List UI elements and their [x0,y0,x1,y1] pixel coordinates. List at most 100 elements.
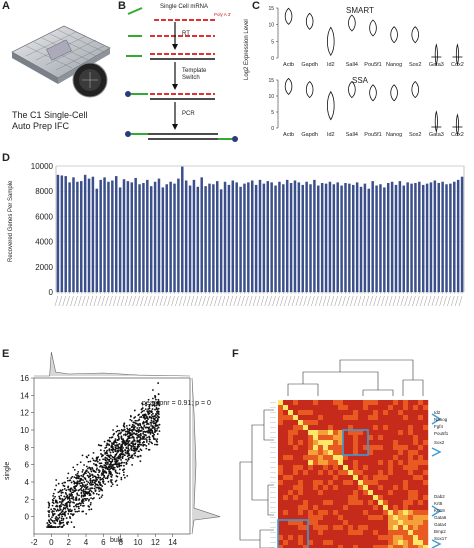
heatmap-cell [333,485,339,491]
heatmap-cell [338,450,344,456]
scatter-point [125,447,128,449]
heatmap-cell [388,535,394,541]
heatmap-cell [333,450,339,456]
heatmap-cell [328,410,334,416]
bar-sample-label-mark [408,295,412,307]
heatmap-cell [368,545,374,548]
scatter-point [106,442,109,445]
heatmap-cell [383,475,389,481]
bar [262,183,266,292]
scatter-point [143,409,145,412]
heatmap-cell [403,475,409,481]
bar [371,181,374,292]
heatmap-cell [393,400,399,406]
heatmap-cell [323,460,329,466]
scatter-point [48,510,51,512]
scatter-point [134,429,136,431]
heatmap-cell [323,510,329,516]
heatmap-cell [298,515,304,521]
heatmap-cell [358,435,364,441]
scatter-point [89,501,92,504]
scatter-point [59,512,62,515]
scatter-point [60,492,63,494]
scatter-point [104,483,106,486]
heatmap-cell [388,530,394,536]
heatmap-cell [298,400,304,406]
heatmap-cell [278,500,284,506]
scatter-point [83,464,86,466]
scatter-point [61,500,64,503]
heatmap-cell [418,435,424,441]
scatter-point [51,504,54,507]
bar [247,182,250,292]
bar-sample-label-mark [66,295,70,307]
heatmap-cell [363,490,369,496]
scatter-point [131,463,134,466]
scatter-point [123,428,126,431]
heatmap-cell [383,530,389,536]
scatter-point [128,427,131,430]
scatter-point [150,424,153,427]
scatter-point [58,501,61,503]
heatmap-cell [343,530,349,536]
heatmap-cell [318,435,324,441]
scatter-point [79,479,82,482]
violin-shape [434,110,438,133]
bar-sample-label-mark [454,295,459,307]
heatmap-cell [283,420,289,426]
heatmap-cell [373,545,379,548]
panel-a-caption-1: The C1 Single-Cell [12,110,88,120]
bar-sample-label-mark [175,295,179,307]
scatter-point [67,479,69,482]
heatmap-cell [308,415,314,421]
heatmap-cell [378,475,384,481]
heatmap-cell [323,400,329,406]
gene-label: Fgf4 [434,424,444,429]
scatter-point [61,482,64,485]
heatmap-cell [338,540,344,546]
heatmap-cell [328,440,334,446]
scatter-point [134,425,136,428]
heatmap-cells [278,400,429,548]
scatter-point [151,389,154,391]
scatter-point [124,448,126,451]
polya-label: Poly A 3' [214,12,232,17]
scatter-point [121,453,124,456]
bar [80,181,83,292]
heatmap-cell [413,435,419,441]
bar [134,177,137,292]
bar [72,177,75,292]
heatmap-cell [368,505,374,511]
heatmap-cell [403,480,409,486]
scatter-point [143,424,146,427]
scatter-point [67,521,70,523]
scatter-point [63,487,66,490]
heatmap-cell [308,445,314,451]
scatter-point [54,508,57,511]
scatter-point [72,513,75,516]
heatmap-cell [303,505,309,511]
violin-ssa-title: SSA [352,76,369,85]
scatter-point [108,449,111,452]
scatter-point [136,436,138,439]
bar-sample-label-mark [350,295,354,307]
scatter-point [145,444,148,447]
bar-sample-label-mark [81,295,86,307]
heatmap-cell [278,460,284,466]
heatmap-cell [378,400,384,406]
heatmap-cell [368,465,374,471]
heatmap-cell [393,430,399,436]
heatmap-cell [298,485,304,491]
heatmap-cell [338,470,344,476]
heatmap-cell [383,540,389,546]
heatmap-cell [328,530,334,536]
scatter-point [150,417,153,420]
scatter-point [83,490,85,493]
heatmap-cell [413,445,419,451]
scatter-point [131,436,133,439]
scatter-point [122,438,125,441]
scatter-point [54,499,57,502]
heatmap-cell [388,515,394,521]
scatter-point [122,471,125,474]
heatmap-cell [328,485,334,491]
